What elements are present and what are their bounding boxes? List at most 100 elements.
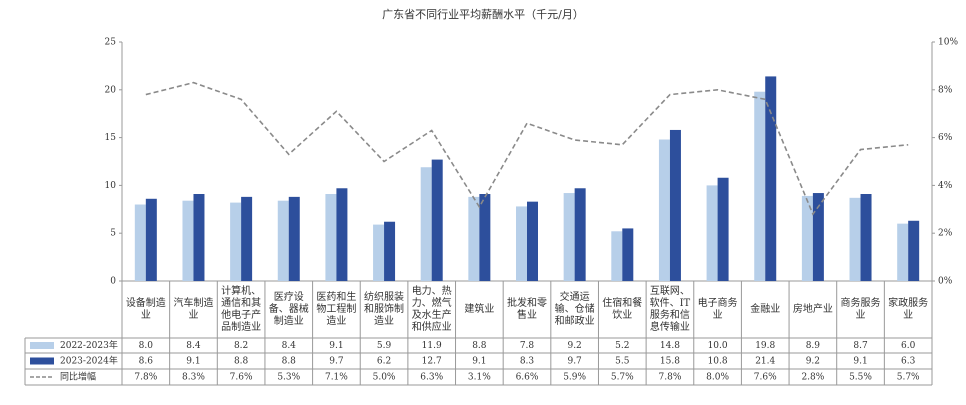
data-label: 6.0	[901, 341, 916, 351]
data-label: 8.8	[472, 341, 487, 351]
category-label: 纺织服装和服饰制造业	[364, 292, 405, 327]
data-label: 9.7	[567, 357, 582, 367]
category-label: 医药和生物工程制造业	[316, 292, 357, 327]
data-label: 7.6%	[754, 373, 777, 383]
data-label: 9.1	[186, 357, 200, 367]
y2-tick-label: 0%	[938, 277, 953, 287]
bar	[527, 201, 538, 281]
bar	[230, 202, 242, 281]
y-tick-label: 0	[110, 277, 116, 287]
bar	[516, 206, 527, 281]
data-label: 10.0	[708, 341, 728, 351]
data-label: 14.8	[660, 341, 680, 351]
data-label: 8.8	[282, 357, 297, 367]
bar	[801, 195, 813, 281]
data-label: 8.4	[186, 341, 201, 351]
bar	[468, 196, 480, 281]
data-label: 7.8%	[134, 373, 157, 383]
y-tick-label: 5	[110, 229, 116, 239]
data-label: 6.6%	[516, 373, 539, 383]
bar	[812, 193, 824, 281]
category-label: 电子商务业	[697, 298, 738, 321]
bar	[193, 194, 205, 281]
bar	[431, 159, 443, 281]
data-label: 2.8%	[801, 373, 824, 383]
data-label: 7.6%	[230, 373, 253, 383]
bar	[134, 204, 146, 281]
line	[145, 81, 909, 216]
y-tick-label: 20	[105, 85, 117, 95]
bar	[288, 196, 300, 281]
data-label: 15.8	[660, 357, 680, 367]
bar	[384, 221, 396, 281]
data-label: 5.9%	[563, 373, 586, 383]
bar	[860, 194, 872, 281]
category-label: 建筑业	[464, 304, 495, 315]
data-label: 8.3	[520, 357, 535, 367]
y2-tick-label: 8%	[938, 85, 953, 95]
data-label: 6.3	[901, 357, 916, 367]
data-label: 5.5%	[849, 373, 872, 383]
data-label: 9.2	[567, 341, 581, 351]
bar	[145, 198, 157, 281]
data-label: 9.7	[329, 357, 344, 367]
bar	[765, 76, 777, 281]
bar	[908, 220, 920, 281]
bar	[277, 200, 289, 281]
data-label: 3.1%	[468, 373, 491, 383]
data-label: 7.8%	[659, 373, 682, 383]
y2-tick-label: 10%	[938, 38, 958, 48]
legend-swatch	[30, 342, 54, 349]
data-label: 8.6	[139, 357, 154, 367]
legend-label: 2022-2023年	[60, 339, 118, 351]
bar	[669, 129, 681, 281]
category-label: 金融业	[750, 304, 781, 315]
category-label: 商务服务业	[840, 298, 881, 321]
category-label: 交通运输、仓储和邮政业	[554, 292, 595, 327]
data-label: 9.1	[853, 357, 867, 367]
bar	[563, 193, 575, 281]
data-label: 8.9	[806, 341, 821, 351]
data-label: 8.7	[853, 341, 868, 351]
data-label: 6.2	[377, 357, 391, 367]
y-tick-label: 10	[105, 181, 117, 191]
data-label: 12.7	[422, 357, 442, 367]
data-label: 5.0%	[373, 373, 396, 383]
category-label: 住宿和餐饮业	[602, 298, 643, 321]
data-label: 5.3%	[277, 373, 300, 383]
bar	[706, 185, 718, 281]
category-label: 医疗设备、器械制造业	[268, 292, 309, 327]
category-label: 汽车制造业	[173, 298, 214, 321]
bar	[574, 188, 586, 281]
data-label: 5.9	[377, 341, 392, 351]
legend-label: 2023-2024年	[60, 355, 118, 367]
y-tick-label: 15	[105, 133, 117, 143]
bar	[717, 177, 729, 281]
bar	[182, 200, 194, 281]
y2-tick-label: 4%	[938, 181, 953, 191]
y2-tick-label: 2%	[938, 229, 953, 239]
data-label: 8.2	[234, 341, 248, 351]
bar	[479, 194, 491, 281]
data-label: 10.8	[708, 357, 728, 367]
bar	[622, 228, 634, 281]
bar	[754, 91, 766, 281]
category-label: 家政服务业	[888, 298, 929, 321]
category-label: 批发和零售业	[506, 298, 547, 321]
data-label: 8.4	[282, 341, 297, 351]
y2-tick-label: 6%	[938, 133, 953, 143]
data-label: 8.0	[139, 341, 154, 351]
legend-swatch	[30, 357, 54, 365]
category-label: 计算机、通信和其他电子产品制造业	[221, 286, 262, 333]
bar	[849, 197, 861, 281]
data-label: 8.8	[234, 357, 249, 367]
bar	[325, 194, 337, 281]
data-label: 7.1%	[325, 373, 348, 383]
category-label: 互联网、软件、IT服务和信息传输业	[649, 286, 691, 333]
category-label: 电力、热力、燃气及水生产和供应业	[411, 286, 452, 333]
bar	[420, 167, 432, 281]
data-label: 6.3%	[420, 373, 443, 383]
bar	[241, 196, 253, 281]
